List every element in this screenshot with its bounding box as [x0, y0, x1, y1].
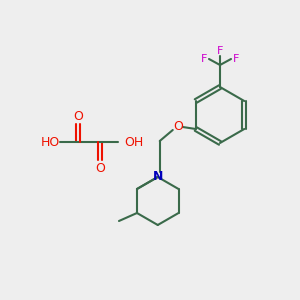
Text: O: O	[173, 121, 183, 134]
Text: OH: OH	[124, 136, 143, 148]
Text: O: O	[95, 161, 105, 175]
Text: N: N	[153, 170, 163, 184]
Text: F: F	[233, 54, 239, 64]
Text: O: O	[73, 110, 83, 122]
Text: F: F	[217, 46, 223, 56]
Text: HO: HO	[40, 136, 60, 148]
Text: F: F	[201, 54, 207, 64]
